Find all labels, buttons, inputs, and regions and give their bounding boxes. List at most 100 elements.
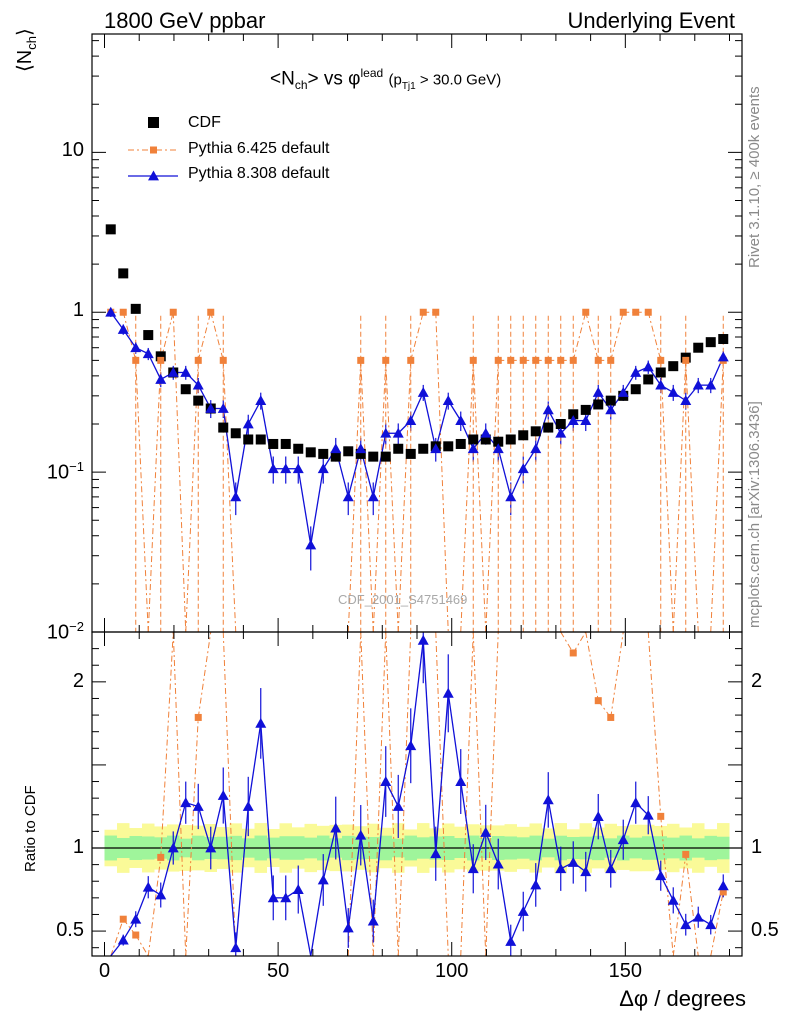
pythia6-line-segment [472, 360, 487, 633]
pythia8-ratio-line-segment [522, 884, 537, 912]
ratio-y-axis-label: Ratio to CDF [22, 785, 39, 872]
pythia6-marker [682, 356, 690, 364]
pythia8-ratio-marker [380, 776, 392, 786]
pythia8-ratio-marker [255, 717, 267, 728]
pythia8-ratio-line-segment [410, 640, 424, 746]
pythia6-marker [632, 308, 640, 316]
pythia8-ratio-line-segment [610, 839, 624, 870]
ratio-y-tick-label-right: 2 [751, 669, 763, 692]
pythia6-ratio-line-segment [485, 631, 499, 957]
pythia6-marker [469, 356, 477, 364]
pythia8-marker [330, 443, 342, 454]
pythia8-ratio-line-segment [510, 911, 524, 942]
pythia6-marker [607, 356, 615, 364]
x-tick-label: 0 [98, 960, 111, 982]
cdf-marker [255, 434, 266, 445]
pythia8-marker [105, 306, 117, 317]
pythia8-ratio-marker [467, 863, 479, 874]
cdf-marker [368, 451, 379, 462]
pythia8-marker [530, 443, 542, 454]
main-y-tick-label: 10 [61, 139, 84, 162]
pythia8-ratio-marker [242, 800, 254, 811]
legend-label-pythia8: Pythia 8.308 default [188, 165, 330, 182]
cdf-marker [568, 409, 579, 420]
cdf-marker [355, 448, 366, 459]
rivet-version-text: Rivet 3.1.10, ≥ 400k events [746, 86, 763, 268]
pythia6-marker [494, 356, 502, 364]
pythia6-ratio-marker [682, 850, 690, 858]
cdf-marker [293, 443, 304, 454]
pythia8-ratio-line-segment [622, 802, 637, 840]
mcplots-credit-text: mcplots.cern.ch [arXiv:1306.3436] [746, 401, 763, 628]
pythia6-marker [432, 308, 440, 316]
pythia8-ratio-line-segment [247, 723, 262, 807]
pythia6-ratio-marker [119, 915, 127, 923]
legend-marker-cdf [148, 117, 159, 128]
cdf-marker [330, 451, 341, 462]
pythia8-ratio-line-segment [372, 781, 387, 922]
pythia6-ratio-line-segment [672, 854, 687, 957]
main-y-axis-label: ⟨Nch⟩ [14, 28, 39, 72]
pythia8-ratio-line-segment [160, 847, 174, 896]
cdf-marker [105, 224, 116, 235]
cdf-marker [230, 428, 241, 439]
pythia8-ratio-line-segment [422, 640, 437, 854]
pythia6-marker [207, 308, 215, 316]
pythia6-marker [557, 356, 565, 364]
pythia6-marker [619, 308, 627, 316]
pythia6-ratio-marker [657, 812, 665, 820]
pythia8-ratio-marker [342, 922, 354, 933]
pythia8-line-segment [535, 409, 549, 449]
cdf-marker [380, 451, 391, 462]
analysis-watermark: CDF_2001_S4751469 [338, 592, 468, 607]
pythia8-marker [717, 351, 729, 362]
pythia8-ratio-marker [392, 800, 404, 811]
pythia8-marker [142, 348, 154, 359]
pythia6-line-segment [222, 360, 237, 633]
pythia8-ratio-marker [492, 858, 504, 869]
pythia8-marker [555, 427, 567, 438]
pythia8-marker [542, 404, 554, 415]
pythia8-marker [317, 463, 329, 474]
cdf-marker [393, 443, 404, 454]
cdf-marker [643, 374, 654, 385]
pythia6-ratio-line-segment [385, 631, 399, 957]
pythia6-line-segment [147, 360, 162, 633]
pythia6-ratio-line-segment [372, 631, 387, 957]
data-markers [105, 224, 729, 953]
pythia8-marker [667, 386, 679, 397]
pythia6-ratio-line-segment [222, 631, 237, 957]
pythia8-ratio-line-segment [472, 832, 487, 869]
pythia8-ratio-marker [442, 687, 454, 698]
cdf-marker [443, 441, 454, 452]
pythia8-marker [680, 395, 692, 406]
cdf-marker [280, 438, 291, 449]
legend-label-pythia6: Pythia 6.425 default [188, 140, 330, 157]
cdf-marker [718, 334, 729, 345]
pythia8-marker [517, 463, 529, 474]
pythia8-ratio-marker [330, 822, 342, 833]
pythia8-ratio-marker [180, 797, 192, 808]
pythia8-ratio-line-segment [535, 799, 549, 886]
pythia6-line-segment [385, 360, 399, 633]
pythia8-ratio-line-segment [547, 799, 562, 869]
cdf-marker [580, 404, 591, 415]
pythia6-line-segment [460, 360, 474, 633]
pythia6-marker [357, 356, 365, 364]
pythia8-marker [605, 404, 617, 415]
cdf-marker [543, 422, 554, 433]
cdf-marker [243, 434, 254, 445]
pythia8-marker [480, 427, 492, 438]
x-tick-label: 150 [608, 960, 643, 982]
pythia8-ratio-marker [280, 892, 292, 903]
pythia6-line-segment [710, 360, 724, 633]
ratio-y-tick-label-right: 1 [751, 836, 763, 858]
pythia8-ratio-marker [130, 913, 142, 924]
pythia8-ratio-line-segment [460, 781, 474, 869]
x-tick-label: 100 [435, 960, 469, 982]
pythia6-line-segment [585, 312, 599, 361]
pythia8-line-segment [410, 392, 424, 421]
chart-title: <Nch> vs φlead (pTj1 > 30.0 GeV) [270, 66, 502, 93]
legend-label-cdf: CDF [188, 114, 221, 131]
pythia8-line-segment [510, 468, 524, 498]
